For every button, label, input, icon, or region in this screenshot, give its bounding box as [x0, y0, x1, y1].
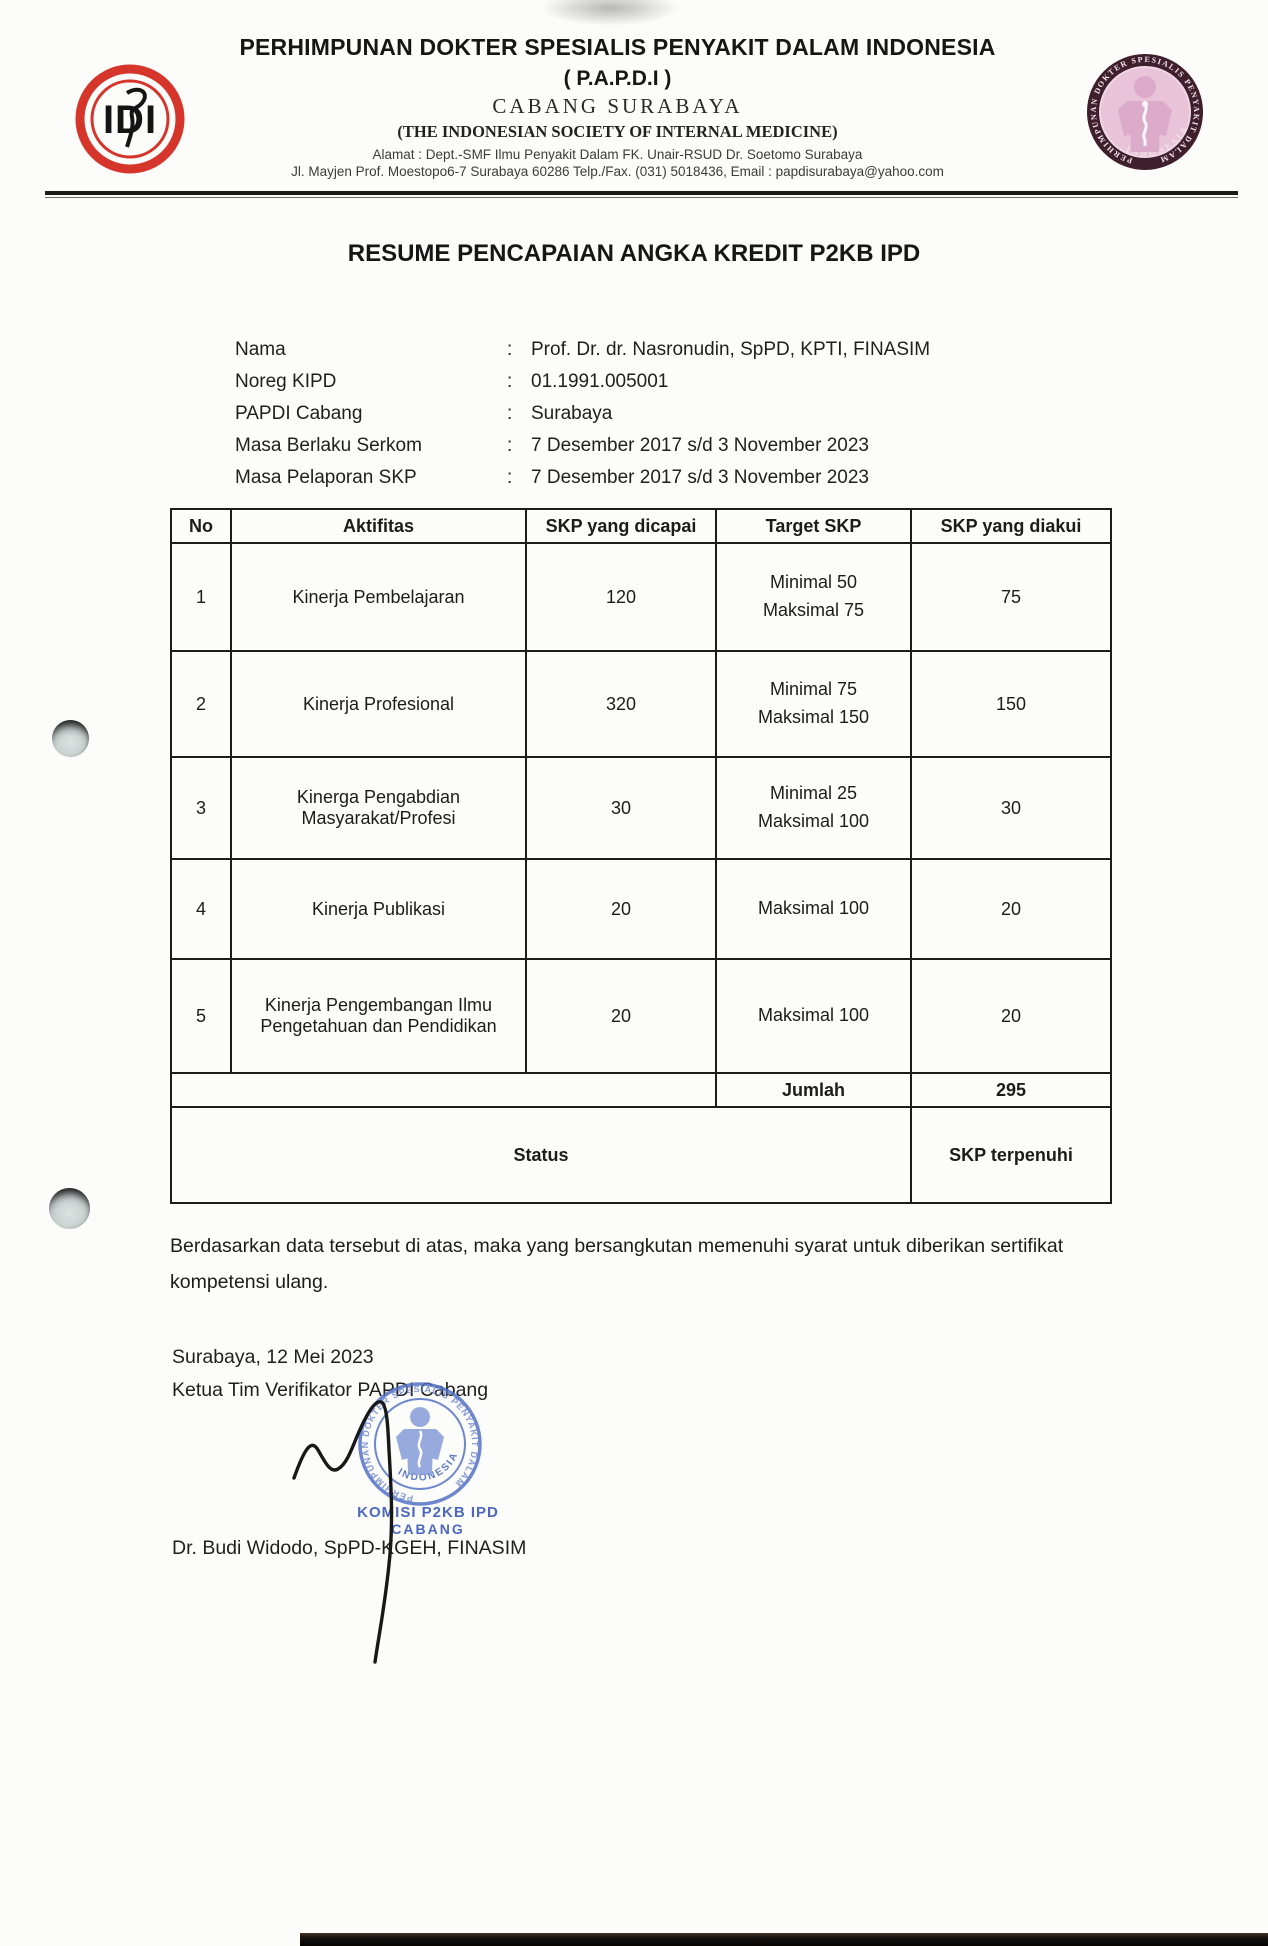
idi-logo-icon: IDI: [75, 64, 185, 174]
status-value: SKP terpenuhi: [910, 1106, 1112, 1204]
cell-aktifitas: Kinerja Profesional: [230, 650, 527, 758]
info-separator: :: [507, 403, 513, 424]
letterhead-rule: [45, 191, 1238, 195]
info-row-nama: Nama : Prof. Dr. dr. Nasronudin, SpPD, K…: [235, 334, 930, 366]
info-label: Masa Pelaporan SKP: [235, 467, 417, 488]
signature-place-date: Surabaya, 12 Mei 2023: [172, 1346, 374, 1368]
table-row: 5 Kinerja Pengembangan Ilmu Pengetahuan …: [170, 958, 1112, 1074]
cell-dicapai: 20: [525, 858, 717, 960]
org-abbreviation: ( P.A.P.D.I ): [563, 67, 672, 90]
cell-diakui: 75: [910, 542, 1112, 652]
cell-no: 1: [170, 542, 232, 652]
col-header-target: Target SKP: [715, 508, 912, 544]
closing-paragraph: Berdasarkan data tersebut di atas, maka …: [170, 1235, 1064, 1293]
letterhead-rule-shadow: [45, 197, 1238, 198]
table-total-row: Jumlah 295: [170, 1072, 1112, 1108]
info-row-cabang: PAPDI Cabang : Surabaya: [235, 398, 930, 430]
info-separator: :: [507, 339, 513, 360]
info-separator: :: [507, 467, 513, 488]
col-header-aktifitas: Aktifitas: [230, 508, 527, 544]
cell-no: 5: [170, 958, 232, 1074]
punch-hole: [52, 720, 89, 757]
info-label: Masa Berlaku Serkom: [235, 435, 422, 456]
document-title: RESUME PENCAPAIAN ANGKA KREDIT P2KB IPD: [347, 240, 921, 267]
signature-name: Dr. Budi Widodo, SpPD-KGEH, FINASIM: [172, 1537, 527, 1559]
cell-dicapai: 30: [525, 756, 717, 860]
org-name: PERHIMPUNAN DOKTER SPESIALIS PENYAKIT DA…: [239, 34, 996, 60]
skp-credit-table: No Aktifitas SKP yang dicapai Target SKP…: [170, 508, 1112, 1204]
committee-stamp: PERHIMPUNAN DOKTER SPESIALIS PENYAKIT DA…: [357, 1382, 498, 1537]
cell-aktifitas: Kinerja Publikasi: [230, 858, 527, 960]
cell-aktifitas: Kinerja Pengembangan Ilmu Pengetahuan da…: [230, 958, 527, 1074]
scan-smudge: [540, 0, 680, 26]
cell-diakui: 20: [910, 858, 1112, 960]
total-value: 295: [910, 1072, 1112, 1108]
info-value: 7 Desember 2017 s/d 3 November 2023: [531, 435, 869, 456]
scan-edge-bar: [300, 1933, 1268, 1946]
letterhead-text: PERHIMPUNAN DOKTER SPESIALIS PENYAKIT DA…: [185, 34, 1050, 179]
cell-target: Minimal 50 Maksimal 75: [715, 542, 912, 652]
info-separator: :: [507, 435, 513, 456]
recipient-info: Nama : Prof. Dr. dr. Nasronudin, SpPD, K…: [235, 334, 930, 494]
table-row: 3 Kinerga Pengabdian Masyarakat/Profesi …: [170, 756, 1112, 860]
total-label: Jumlah: [715, 1072, 912, 1108]
handwritten-signature: [292, 1400, 394, 1664]
table-status-row: Status SKP terpenuhi: [170, 1106, 1112, 1204]
cell-diakui: 30: [910, 756, 1112, 860]
col-header-dicapai: SKP yang dicapai: [525, 508, 717, 544]
address-line-1: Alamat : Dept.-SMF Ilmu Penyakit Dalam F…: [372, 147, 863, 162]
cell-no: 3: [170, 756, 232, 860]
cell-target: Minimal 25 Maksimal 100: [715, 756, 912, 860]
info-label: PAPDI Cabang: [235, 403, 363, 424]
info-value: 01.1991.005001: [531, 371, 669, 392]
org-branch: CABANG SURABAYA: [492, 94, 743, 118]
cell-aktifitas: Kinerga Pengabdian Masyarakat/Profesi: [230, 756, 527, 860]
org-name-english: (THE INDONESIAN SOCIETY OF INTERNAL MEDI…: [397, 122, 838, 141]
papdi-logo-icon: PERHIMPUNAN DOKTER SPESIALIS PENYAKIT DA…: [1087, 54, 1203, 170]
cell-no: 4: [170, 858, 232, 960]
cell-diakui: 150: [910, 650, 1112, 758]
cell-dicapai: 20: [525, 958, 717, 1074]
cell-aktifitas: Kinerja Pembelajaran: [230, 542, 527, 652]
cell-target: Maksimal 100: [715, 958, 912, 1074]
info-row-pelaporan: Masa Pelaporan SKP : 7 Desember 2017 s/d…: [235, 462, 930, 494]
cell-no: 2: [170, 650, 232, 758]
cell-dicapai: 320: [525, 650, 717, 758]
address-line-2: Jl. Mayjen Prof. Moestopo6-7 Surabaya 60…: [291, 164, 944, 179]
cell-dicapai: 120: [525, 542, 717, 652]
table-header-row: No Aktifitas SKP yang dicapai Target SKP…: [170, 508, 1112, 544]
info-value: Surabaya: [531, 403, 613, 424]
info-label: Noreg KIPD: [235, 371, 337, 392]
cell-empty: [170, 1072, 717, 1108]
cell-target: Minimal 75 Maksimal 150: [715, 650, 912, 758]
info-row-serkom: Masa Berlaku Serkom : 7 Desember 2017 s/…: [235, 430, 930, 462]
cell-target: Maksimal 100: [715, 858, 912, 960]
info-label: Nama: [235, 339, 286, 360]
cell-diakui: 20: [910, 958, 1112, 1074]
punch-hole: [49, 1188, 90, 1229]
stamp-committee-line2: CABANG: [391, 1521, 464, 1537]
col-header-diakui: SKP yang diakui: [910, 508, 1112, 544]
status-label: Status: [170, 1106, 912, 1204]
table-row: 4 Kinerja Publikasi 20 Maksimal 100 20: [170, 858, 1112, 960]
table-row: 1 Kinerja Pembelajaran 120 Minimal 50 Ma…: [170, 542, 1112, 652]
table-row: 2 Kinerja Profesional 320 Minimal 75 Mak…: [170, 650, 1112, 758]
info-row-noreg: Noreg KIPD : 01.1991.005001: [235, 366, 930, 398]
info-separator: :: [507, 371, 513, 392]
col-header-no: No: [170, 508, 232, 544]
info-value: Prof. Dr. dr. Nasronudin, SpPD, KPTI, FI…: [531, 339, 931, 360]
info-value: 7 Desember 2017 s/d 3 November 2023: [531, 467, 869, 488]
